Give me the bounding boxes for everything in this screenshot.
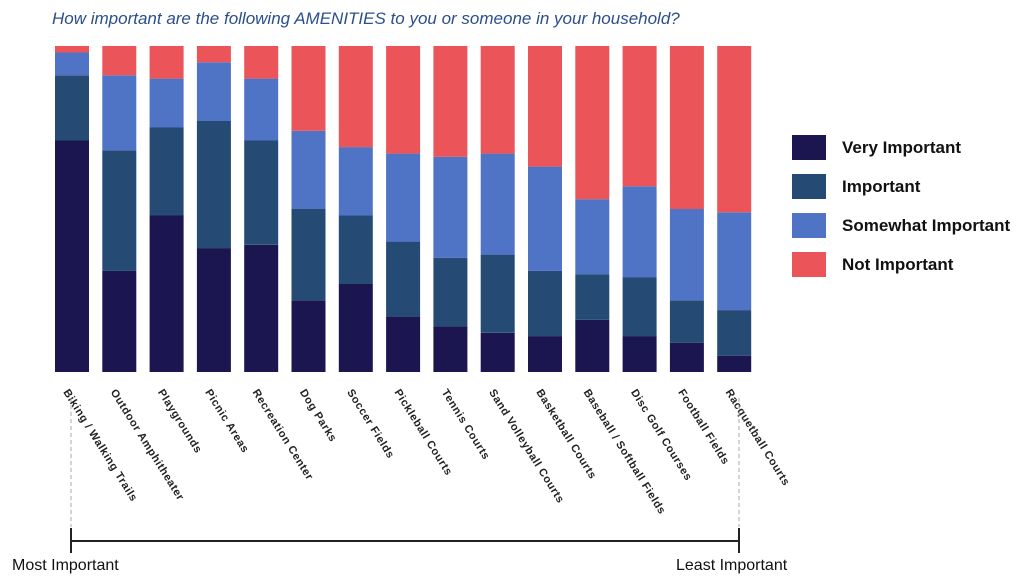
bar-segment-soccer-fields-not-important <box>338 46 373 148</box>
bar-segment-racquetball-courts-not-important <box>717 46 752 213</box>
bar-segment-playgrounds-somewhat-important <box>149 78 184 128</box>
legend-label: Not Important <box>842 254 954 274</box>
category-label-racquetball-courts: Racquetball Courts <box>723 387 792 488</box>
bar-segment-biking-walking-trails-important <box>55 75 89 141</box>
bar-segment-soccer-fields-important <box>338 215 373 284</box>
legend-item-important: Important <box>792 167 1010 206</box>
bar-segment-outdoor-amphitheater-important <box>102 150 137 271</box>
bar-segment-basketball-courts-not-important <box>528 46 562 167</box>
bar-segment-dog-parks-not-important <box>291 46 326 131</box>
bar-segment-sand-volleyball-courts-important <box>480 254 515 333</box>
bar-segment-dog-parks-somewhat-important <box>291 130 326 209</box>
most-important-label: Most Important <box>12 557 119 574</box>
bar-segment-pickleball-courts-important <box>386 241 421 317</box>
bar-segment-disc-golf-courses-somewhat-important <box>622 186 657 278</box>
bar-segment-outdoor-amphitheater-not-important <box>102 46 137 76</box>
bar-segment-tennis-courts-very-important <box>433 326 468 372</box>
bar-segment-disc-golf-courses-very-important <box>622 336 657 372</box>
bar-segment-recreation-center-somewhat-important <box>244 78 279 141</box>
legend-item-not-important: Not Important <box>792 245 1010 284</box>
bar-segment-racquetball-courts-important <box>717 310 752 356</box>
legend-swatch-not-important <box>792 252 826 277</box>
legend-swatch-important <box>792 174 826 199</box>
bar-segment-playgrounds-very-important <box>149 215 184 372</box>
category-label-tennis-courts: Tennis Courts <box>439 387 492 462</box>
bar-segment-basketball-courts-important <box>528 270 562 337</box>
bar-segment-baseball-softball-fields-somewhat-important <box>575 199 610 275</box>
bar-segment-biking-walking-trails-very-important <box>55 140 89 372</box>
legend-swatch-somewhat-important <box>792 213 826 238</box>
category-label-playgrounds: Playgrounds <box>155 387 204 455</box>
bar-segment-recreation-center-important <box>244 140 279 245</box>
bar-segment-picnic-areas-somewhat-important <box>196 62 231 121</box>
importance-scale <box>70 398 740 553</box>
bar-segment-dog-parks-very-important <box>291 300 326 372</box>
bar-segment-outdoor-amphitheater-somewhat-important <box>102 75 137 151</box>
legend-item-somewhat-important: Somewhat Important <box>792 206 1010 245</box>
bar-segment-football-fields-important <box>669 300 704 343</box>
bar-segment-disc-golf-courses-important <box>622 277 657 337</box>
chart-title: How important are the following AMENITIE… <box>52 9 680 28</box>
bar-segment-playgrounds-not-important <box>149 46 184 79</box>
legend-label: Very Important <box>842 137 962 157</box>
bar-segment-baseball-softball-fields-important <box>575 274 610 320</box>
bar-segment-playgrounds-important <box>149 127 184 216</box>
bar-segment-racquetball-courts-somewhat-important <box>717 212 752 311</box>
least-important-label: Least Important <box>676 557 788 574</box>
bar-segment-soccer-fields-somewhat-important <box>338 147 373 216</box>
bar-segment-picnic-areas-very-important <box>196 248 231 372</box>
bar-segment-biking-walking-trails-somewhat-important <box>55 52 89 76</box>
bar-segment-disc-golf-courses-not-important <box>622 46 657 187</box>
bar-segment-football-fields-not-important <box>669 46 704 209</box>
category-label-soccer-fields: Soccer Fields <box>344 387 396 461</box>
bar-segment-picnic-areas-important <box>196 121 231 249</box>
bar-segment-baseball-softball-fields-very-important <box>575 319 610 372</box>
bar-segment-soccer-fields-very-important <box>338 284 373 372</box>
bar-segment-dog-parks-important <box>291 209 326 301</box>
bar-segment-tennis-courts-not-important <box>433 46 468 157</box>
bar-segment-outdoor-amphitheater-very-important <box>102 270 137 372</box>
bar-segment-racquetball-courts-very-important <box>717 355 752 372</box>
bar-segment-pickleball-courts-somewhat-important <box>386 153 421 242</box>
bar-segment-football-fields-somewhat-important <box>669 209 704 301</box>
bar-segment-tennis-courts-somewhat-important <box>433 156 468 258</box>
bar-segment-pickleball-courts-not-important <box>386 46 421 154</box>
legend-item-very-important: Very Important <box>792 128 1010 167</box>
bar-segment-tennis-courts-important <box>433 257 468 327</box>
bar-segment-sand-volleyball-courts-very-important <box>480 332 515 372</box>
bar-segment-biking-walking-trails-not-important <box>55 46 89 53</box>
bar-segment-sand-volleyball-courts-not-important <box>480 46 515 154</box>
category-label-dog-parks: Dog Parks <box>297 387 339 444</box>
bars-layer <box>55 46 752 372</box>
category-label-baseball-softball-fields: Baseball / Softball Fields <box>581 387 668 516</box>
bar-segment-football-fields-very-important <box>669 342 704 372</box>
bar-segment-sand-volleyball-courts-somewhat-important <box>480 153 515 255</box>
legend-label: Important <box>842 176 921 196</box>
legend-label: Somewhat Important <box>842 215 1011 235</box>
bar-segment-recreation-center-very-important <box>244 244 279 372</box>
bar-segment-basketball-courts-somewhat-important <box>528 166 562 271</box>
bar-segment-baseball-softball-fields-not-important <box>575 46 610 200</box>
legend: Very Important Important Somewhat Import… <box>792 128 1010 284</box>
bar-segment-recreation-center-not-important <box>244 46 279 79</box>
category-label-picnic-areas: Picnic Areas <box>202 387 251 455</box>
bar-segment-pickleball-courts-very-important <box>386 316 421 372</box>
legend-swatch-very-important <box>792 135 826 160</box>
bar-segment-picnic-areas-not-important <box>196 46 231 63</box>
category-label-football-fields: Football Fields <box>675 387 731 467</box>
bar-segment-basketball-courts-very-important <box>528 336 562 372</box>
